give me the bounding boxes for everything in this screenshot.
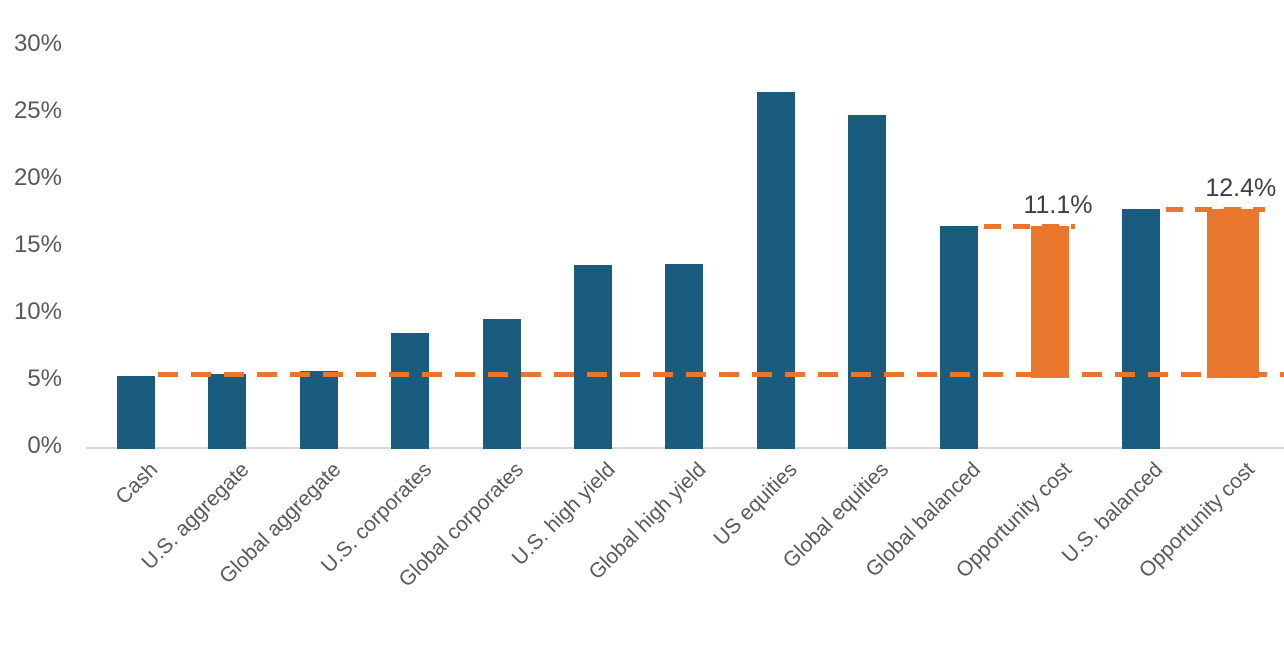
reference-dashed-line bbox=[158, 371, 1284, 377]
opportunity-cost-dash-line bbox=[1166, 206, 1265, 212]
bar-us-equities bbox=[756, 92, 795, 449]
y-axis-tick-label: 30% bbox=[13, 30, 62, 57]
y-axis-tick-label: 15% bbox=[13, 231, 62, 258]
bar-data-label: 11.1% bbox=[1023, 191, 1093, 220]
bar-data-label: 12.4% bbox=[1205, 173, 1277, 202]
bar-u-s-corporates bbox=[391, 333, 430, 449]
bar-opportunity-cost bbox=[1206, 208, 1259, 378]
x-axis-category-label: US equities bbox=[709, 458, 803, 551]
y-axis-tick-label: 0% bbox=[27, 432, 62, 459]
bar-global-balanced bbox=[939, 226, 978, 449]
x-axis-category-label: Cash bbox=[111, 458, 163, 509]
bar-u-s-balanced bbox=[1122, 208, 1161, 449]
y-axis-tick-label: 20% bbox=[13, 164, 62, 191]
y-axis-tick-label: 5% bbox=[27, 365, 62, 392]
bar-opportunity-cost bbox=[1031, 226, 1069, 378]
y-axis-tick-label: 25% bbox=[13, 97, 62, 124]
bar-global-equities bbox=[848, 115, 887, 449]
y-axis-tick-label: 10% bbox=[13, 298, 62, 325]
bar-global-aggregate bbox=[299, 370, 338, 449]
bar-global-corporates bbox=[482, 318, 521, 449]
bar-cash bbox=[117, 376, 155, 449]
bar-u-s-aggregate bbox=[208, 373, 247, 449]
bar-u-s-high-yield bbox=[574, 265, 612, 449]
opportunity-cost-dash-line bbox=[983, 224, 1075, 230]
bar-global-high-yield bbox=[665, 263, 704, 449]
